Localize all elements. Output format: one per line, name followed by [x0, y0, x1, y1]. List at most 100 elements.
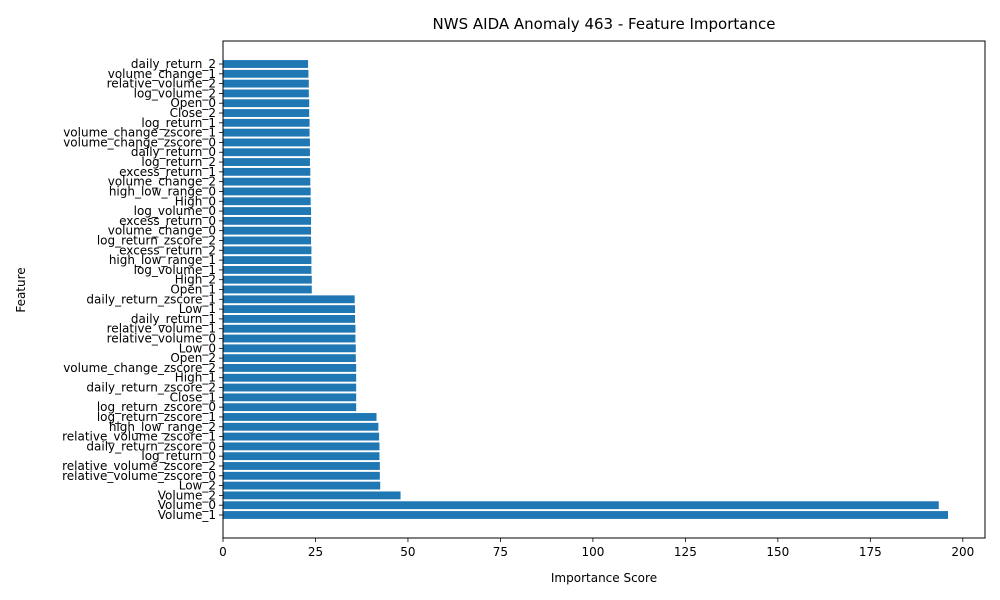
- bar-relative_volume_1: [223, 324, 356, 333]
- y-tick-label: daily_return_2: [131, 57, 216, 71]
- bar-daily_return_2: [223, 60, 309, 68]
- y-tick-label: log_volume_2: [134, 86, 216, 100]
- y-tick-label: daily_return_0: [131, 145, 216, 159]
- y-tick-label: excess_return_2: [119, 243, 216, 257]
- x-tick-label: 175: [859, 545, 882, 559]
- bar-volume_change_1: [223, 69, 309, 78]
- y-tick-label: volume_change_zscore_1: [63, 126, 216, 140]
- y-tick-label: Volume_1: [158, 508, 216, 522]
- y-tick-label: daily_return_zscore_0: [86, 439, 216, 453]
- y-tick-label: high_low_range_1: [109, 253, 216, 267]
- bar-volume_change_zscore_2: [223, 364, 357, 372]
- x-tick-label: 25: [308, 545, 323, 559]
- y-tick-label: Close_1: [170, 390, 216, 404]
- bar-excess_return_2: [223, 246, 312, 255]
- bar-High_0: [223, 197, 311, 206]
- bar-daily_return_zscore_0: [223, 442, 380, 451]
- y-tick-label: excess_return_1: [119, 165, 216, 179]
- y-tick-label: log_volume_1: [134, 263, 216, 277]
- y-tick-label: High_0: [175, 194, 216, 208]
- bar-Open_0: [223, 99, 310, 108]
- y-tick-label: high_low_range_0: [109, 184, 216, 198]
- bar-Open_2: [223, 354, 356, 363]
- y-tick-label: log_return_zscore_2: [97, 233, 216, 247]
- y-tick-label: log_return_2: [141, 155, 216, 169]
- bar-log_volume_0: [223, 207, 312, 215]
- bar-Low_0: [223, 344, 356, 353]
- bar-Low_1: [223, 305, 356, 314]
- bar-daily_return_zscore_1: [223, 295, 355, 304]
- bar-log_volume_2: [223, 89, 309, 98]
- y-tick-label: Open_1: [170, 283, 216, 297]
- y-tick-label: log_return_zscore_0: [97, 400, 216, 414]
- y-tick-label: relative_volume_zscore_0: [62, 469, 216, 483]
- bar-volume_change_zscore_0: [223, 138, 310, 147]
- y-tick-label: log_return_1: [141, 116, 216, 130]
- bar-relative_volume_2: [223, 79, 309, 88]
- bar-High_1: [223, 373, 357, 382]
- chart-title: NWS AIDA Anomaly 463 - Feature Importanc…: [433, 15, 776, 33]
- y-tick-label: Low_1: [179, 302, 216, 316]
- bar-High_2: [223, 275, 312, 284]
- y-tick-label: excess_return_0: [119, 214, 216, 228]
- y-tick-label: log_return_zscore_1: [97, 410, 216, 424]
- y-tick-label: daily_return_zscore_1: [86, 292, 216, 306]
- y-tick-label: Low_0: [179, 341, 216, 355]
- plot-frame: [222, 40, 986, 539]
- y-tick-label: High_1: [175, 371, 216, 385]
- y-tick-label: Low_2: [179, 479, 216, 493]
- y-tick-label: relative_volume_0: [107, 332, 216, 346]
- bar-log_return_2: [223, 158, 310, 166]
- bar-Close_1: [223, 393, 357, 402]
- x-tick-label: 150: [766, 545, 789, 559]
- bar-Volume_0: [223, 501, 939, 510]
- y-tick-label: Volume_2: [158, 488, 216, 502]
- y-tick-label: relative_volume_2: [107, 77, 216, 91]
- bar-log_return_1: [223, 118, 310, 127]
- x-tick-label: 75: [493, 545, 508, 559]
- x-tick-label: 50: [400, 545, 415, 559]
- bar-daily_return_zscore_2: [223, 383, 357, 392]
- bars-group: [223, 60, 949, 519]
- y-tick-label: volume_change_0: [108, 224, 216, 238]
- bar-log_volume_1: [223, 265, 312, 274]
- y-tick-label: volume_change_1: [108, 67, 216, 81]
- bar-relative_volume_zscore_0: [223, 471, 380, 480]
- bar-volume_change_2: [223, 177, 311, 186]
- y-tick-label: volume_change_2: [108, 175, 216, 189]
- bar-high_low_range_0: [223, 187, 311, 196]
- bar-Open_1: [223, 285, 312, 294]
- y-tick-label: volume_change_zscore_2: [63, 361, 216, 375]
- bar-volume_change_zscore_1: [223, 128, 310, 137]
- bar-Volume_1: [223, 511, 949, 519]
- bar-log_return_0: [223, 452, 380, 461]
- x-tick-label: 100: [581, 545, 604, 559]
- bar-relative_volume_zscore_1: [223, 432, 380, 441]
- y-axis-label: Feature: [14, 267, 28, 312]
- x-axis-ticks: 0 25 50 75 100 125 150 175 200: [219, 538, 974, 559]
- bar-relative_volume_0: [223, 334, 356, 343]
- x-tick-label: 125: [674, 545, 697, 559]
- y-tick-label: Close_2: [170, 106, 216, 120]
- bar-Volume_2: [223, 491, 401, 500]
- bar-volume_change_0: [223, 226, 312, 235]
- bar-daily_return_1: [223, 314, 356, 323]
- bar-high_low_range_2: [223, 422, 379, 431]
- y-tick-label: daily_return_zscore_2: [86, 381, 216, 395]
- bar-Low_2: [223, 481, 381, 490]
- bar-Close_2: [223, 109, 310, 117]
- y-axis-ticks: Volume_1Volume_0Volume_2Low_2relative_vo…: [62, 57, 223, 522]
- bar-excess_return_1: [223, 167, 311, 176]
- y-tick-label: high_low_range_2: [109, 420, 216, 434]
- x-axis-label: Importance Score: [551, 571, 657, 585]
- y-tick-label: relative_volume_zscore_2: [62, 459, 216, 473]
- x-tick-label: 200: [951, 545, 974, 559]
- y-tick-label: relative_volume_1: [107, 322, 216, 336]
- bar-high_low_range_1: [223, 256, 312, 265]
- y-tick-label: Open_0: [170, 96, 216, 110]
- bar-log_return_zscore_0: [223, 403, 357, 412]
- y-tick-label: daily_return_1: [131, 312, 216, 326]
- y-tick-label: log_volume_0: [134, 204, 216, 218]
- bar-log_return_zscore_2: [223, 236, 312, 245]
